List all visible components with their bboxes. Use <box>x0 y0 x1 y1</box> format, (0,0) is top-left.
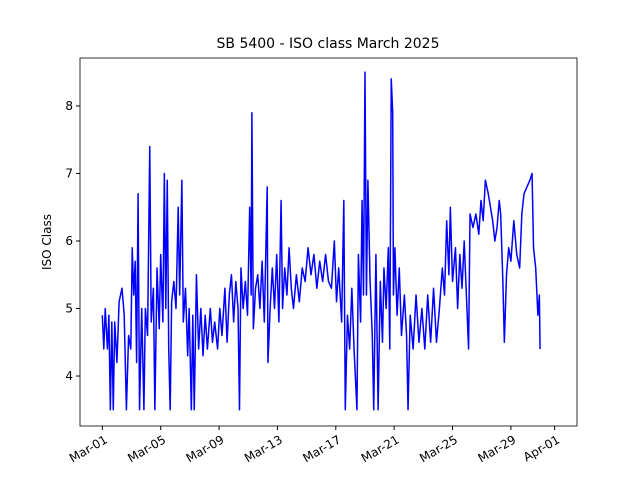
x-tick-label: Mar-17 <box>300 432 343 465</box>
x-tick-label: Mar-05 <box>125 432 168 465</box>
y-tick-label: 6 <box>65 234 73 248</box>
y-tick-label: 5 <box>65 302 73 316</box>
chart-title: SB 5400 - ISO class March 2025 <box>217 36 440 52</box>
x-tick-label: Mar-25 <box>417 432 460 465</box>
x-tick-label: Mar-29 <box>475 432 518 465</box>
y-tick-label: 4 <box>65 369 73 383</box>
x-tick-label: Apr-01 <box>521 432 562 464</box>
x-tick-label: Mar-21 <box>359 432 402 465</box>
y-tick-label: 8 <box>65 99 73 113</box>
x-tick-label: Mar-13 <box>242 432 285 465</box>
x-tick-label: Mar-01 <box>67 432 110 465</box>
data-line <box>101 71 541 411</box>
y-tick-label: 7 <box>65 166 73 180</box>
y-axis-label: ISO Class <box>40 214 54 270</box>
x-tick-label: Mar-09 <box>184 432 227 465</box>
plot-frame <box>79 57 578 427</box>
